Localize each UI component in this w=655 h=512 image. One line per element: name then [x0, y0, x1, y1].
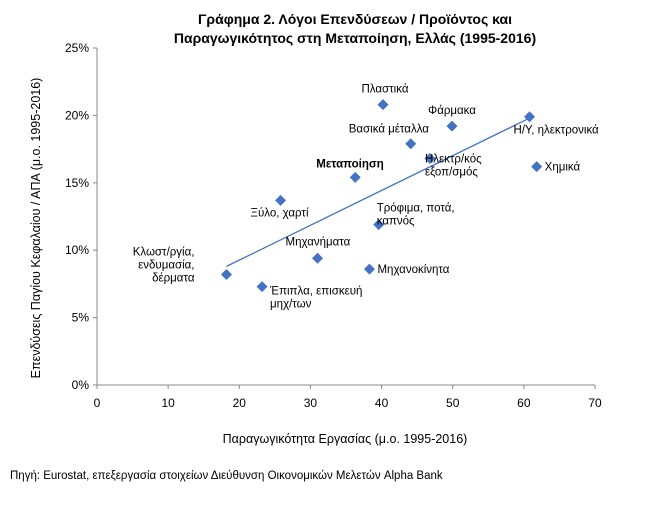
data-point-label-line: Μηχανοκίνητα: [377, 264, 449, 276]
chart-title-line-2: Παραγωγικότητος στη Μεταποίηση, Ελλάς (1…: [174, 30, 536, 46]
data-point-label-line: εξοπ/σμός: [425, 167, 478, 179]
data-point-label: Κλωστ/ργία, ενδυμασία, δέρματα: [133, 246, 195, 284]
data-point-marker: [363, 263, 375, 275]
data-point-marker: [531, 161, 543, 173]
x-tick-label: 10: [161, 396, 175, 410]
x-tick-label: 50: [446, 396, 460, 410]
x-tick-label: 30: [304, 396, 318, 410]
data-point-label-line: Πλαστικά: [362, 84, 409, 96]
data-point-marker: [349, 171, 361, 183]
axes: [93, 47, 596, 389]
data-point-label: Η/Υ, ηλεκτρονικά: [514, 125, 600, 137]
data-point-label-line: Κλωστ/ργία,: [133, 246, 195, 258]
data-point-label: Μηχανήματα: [286, 236, 351, 248]
y-tick-label: 10%: [65, 243, 89, 257]
data-point-label: Μηχανοκίνητα: [377, 264, 449, 276]
x-axis-title: Παραγωγικότητα Εργασίας (μ.ο. 1995-2016): [223, 432, 468, 446]
data-point-marker: [312, 252, 324, 264]
data-point-label: Τρόφιμα, ποτά, καπνός: [377, 203, 455, 228]
y-tick-label: 0%: [72, 378, 90, 392]
data-point-label-line: Έπιπλα, επισκευή: [269, 286, 362, 298]
x-tick-label: 60: [517, 396, 531, 410]
data-point-label: Φάρμακα: [428, 105, 476, 117]
data-point-label-line: Μηχανήματα: [286, 236, 351, 248]
data-point-marker: [377, 99, 389, 111]
data-point-label: Μεταποίηση: [316, 158, 384, 170]
data-point-label: Χημικά: [545, 162, 581, 174]
data-point-label-line: Η/Υ, ηλεκτρονικά: [514, 125, 600, 137]
data-point-label: Πλαστικά: [362, 84, 409, 96]
data-point-label-line: Χημικά: [545, 162, 581, 174]
data-points: [220, 99, 543, 293]
chart-title-line-1: Γράφημα 2. Λόγοι Επενδύσεων / Προϊόντος …: [198, 11, 512, 27]
data-point-marker: [524, 111, 536, 123]
data-point-marker: [424, 153, 436, 165]
data-point-label-line: καπνός: [377, 216, 415, 228]
data-point-label: Ξύλο, χαρτί: [251, 207, 309, 219]
trendline: [226, 117, 530, 267]
data-point-marker: [275, 194, 287, 206]
chart-title: Γράφημα 2. Λόγοι Επενδύσεων / Προϊόντος …: [174, 11, 536, 46]
data-point-label-line: Ξύλο, χαρτί: [251, 207, 309, 219]
y-tick-label: 20%: [65, 108, 89, 122]
x-tick-label: 40: [375, 396, 389, 410]
x-tick-label: 20: [233, 396, 247, 410]
data-point-label-line: Φάρμακα: [428, 105, 476, 117]
data-point-label-line: Μεταποίηση: [316, 158, 384, 170]
trendline-group: [226, 117, 530, 267]
data-point-marker: [405, 138, 417, 150]
y-tick-label: 5%: [72, 311, 90, 325]
data-point-label-line: Ηλεκτρ/κός: [425, 154, 482, 166]
y-axis-title: Επενδύσεις Παγίου Κεφαλαίου / ΑΠΑ (μ.ο. …: [29, 78, 43, 379]
tick-labels: 0% 5% 10% 15% 20% 25% 0 10 20 30 40 50 60 70: [65, 41, 602, 410]
x-tick-label: 0: [94, 396, 101, 410]
data-point-marker: [256, 281, 268, 293]
data-point-marker: [446, 120, 458, 132]
data-point-label-line: Τρόφιμα, ποτά,: [377, 203, 455, 215]
y-tick-label: 15%: [65, 176, 89, 190]
data-labels: Κλωστ/ργία, ενδυμασία, δέρματα Έπιπλα, επισ…: [133, 84, 599, 311]
data-point-label-line: Βασικά μέταλλα: [349, 124, 430, 136]
data-point-label-line: δέρματα: [152, 272, 195, 284]
data-point-label: Ηλεκτρ/κός εξοπ/σμός: [425, 154, 482, 179]
data-point-label: Βασικά μέταλλα: [349, 124, 430, 136]
data-point-label: Έπιπλα, επισκευή μηχ/των: [269, 286, 362, 311]
data-point-label-line: μηχ/των: [270, 299, 312, 311]
data-point-marker: [373, 219, 385, 231]
source-note: Πηγή: Eurostat, επεξεργασία στοιχείων Δι…: [10, 470, 443, 482]
data-point-label-line: ενδυμασία,: [138, 259, 194, 271]
x-tick-label: 70: [588, 396, 602, 410]
data-point-marker: [220, 268, 232, 280]
y-tick-label: 25%: [65, 41, 89, 55]
